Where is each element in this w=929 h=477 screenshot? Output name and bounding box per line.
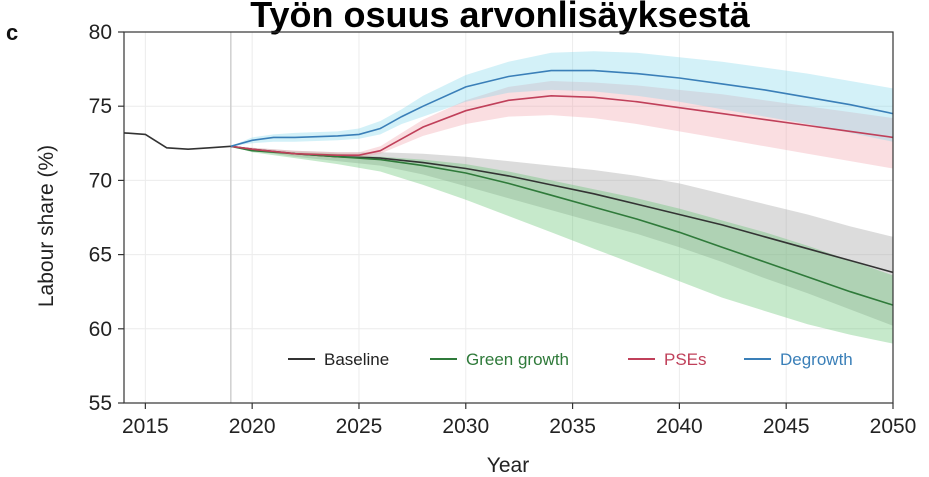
legend: Baseline Green growth PSEs Degrowth	[288, 350, 853, 369]
x-tick-label: 2020	[229, 415, 276, 438]
band-degrowth	[230, 51, 894, 147]
y-tick-label: 70	[89, 169, 112, 192]
y-axis-label: Labour share (%)	[35, 145, 58, 307]
band-green-growth	[230, 146, 894, 344]
y-tick-label: 75	[89, 95, 112, 118]
x-tick-label: 2035	[549, 415, 596, 438]
y-tick-label: 60	[89, 318, 112, 341]
historical-line	[123, 132, 231, 151]
y-tick-label: 55	[89, 392, 112, 415]
x-tick-label: 2025	[336, 415, 383, 438]
y-tick-label: 80	[89, 21, 112, 44]
chart-title: Työn osuus arvonlisäyksestä	[250, 0, 751, 35]
legend-label-green-growth: Green growth	[466, 350, 569, 369]
x-axis-ticks: 2015 2020 2025 2030 2035 2040 2045 2050	[122, 403, 916, 438]
x-axis-label: Year	[487, 454, 529, 477]
plot-frame	[123, 31, 894, 404]
legend-label-baseline: Baseline	[324, 350, 389, 369]
y-tick-label: 65	[89, 244, 112, 267]
band-pses	[230, 81, 894, 169]
x-tick-label: 2050	[870, 415, 917, 438]
x-tick-label: 2015	[122, 415, 169, 438]
line-green-growth	[230, 145, 894, 306]
series-lines	[123, 69, 894, 306]
panel-letter: c	[6, 20, 18, 45]
legend-label-degrowth: Degrowth	[780, 350, 853, 369]
x-tick-label: 2030	[442, 415, 489, 438]
line-pses	[230, 94, 894, 156]
line-degrowth	[230, 69, 894, 148]
x-tick-label: 2040	[656, 415, 703, 438]
legend-label-pses: PSEs	[664, 350, 707, 369]
y-axis-ticks: 55 60 65 70 75 80	[89, 21, 124, 415]
x-tick-label: 2045	[763, 415, 810, 438]
